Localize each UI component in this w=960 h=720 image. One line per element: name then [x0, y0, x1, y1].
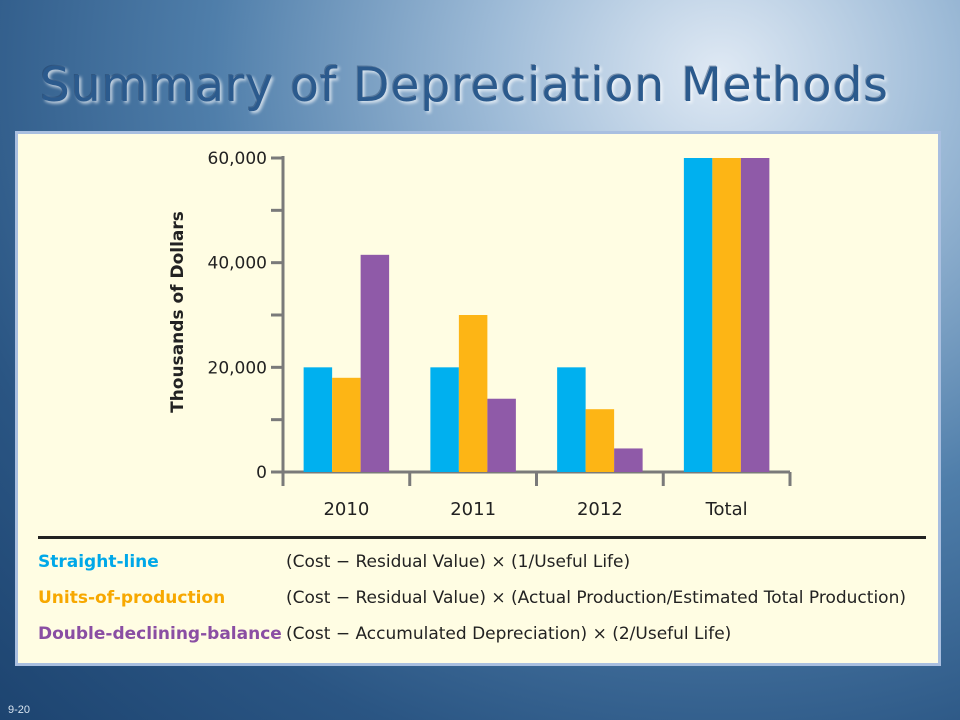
- bar-straight-line-2010: [303, 367, 333, 472]
- legend-name-double-declining-balance: Double-declining-balance: [38, 624, 282, 644]
- bar-double-declining-balance-total: [740, 158, 770, 472]
- x-tick-label: 2011: [450, 499, 496, 520]
- y-tick-label: 60,000: [208, 149, 267, 169]
- bar-units-of-production-total: [712, 158, 741, 472]
- y-axis-title: Thousands of Dollars: [168, 211, 188, 413]
- y-tick-label: 0: [256, 463, 267, 483]
- bar-double-declining-balance-2012: [614, 448, 643, 472]
- bar-double-declining-balance-2011: [487, 398, 516, 472]
- bar-units-of-production-2011: [458, 315, 488, 472]
- bar-straight-line-2012: [557, 367, 586, 472]
- bar-units-of-production-2010: [332, 377, 361, 472]
- x-tick-label: 2010: [323, 499, 369, 520]
- bar-chart: 0 20,000 40,000 60,000 Thousands of Dollars 2…: [168, 149, 792, 520]
- bar-units-of-production-2012: [585, 409, 615, 472]
- slide-number: 9-20: [8, 704, 31, 716]
- legend-formula-units-of-production: (Cost − Residual Value) × (Actual Produc…: [286, 588, 906, 608]
- legend-formula-straight-line: (Cost − Residual Value) × (1/Useful Life…: [286, 552, 631, 572]
- bar-straight-line-total: [683, 158, 713, 472]
- x-tick-label: 2012: [577, 499, 623, 520]
- chart-panel: 0 20,000 40,000 60,000 Thousands of Dollars 2…: [15, 131, 941, 666]
- y-tick-label: 20,000: [208, 358, 267, 378]
- legend-name-straight-line: Straight-line: [38, 552, 159, 572]
- x-tick-label: Total: [705, 499, 748, 520]
- legend-name-units-of-production: Units-of-production: [38, 588, 226, 608]
- slide-title: Summary of Depreciation Methods: [40, 58, 889, 113]
- bar-straight-line-2011: [430, 367, 459, 472]
- legend-divider: [38, 536, 926, 539]
- y-tick-label: 40,000: [208, 254, 267, 274]
- bar-double-declining-balance-2010: [360, 254, 390, 472]
- legend-formula-double-declining-balance: (Cost − Accumulated Depreciation) × (2/U…: [286, 624, 732, 644]
